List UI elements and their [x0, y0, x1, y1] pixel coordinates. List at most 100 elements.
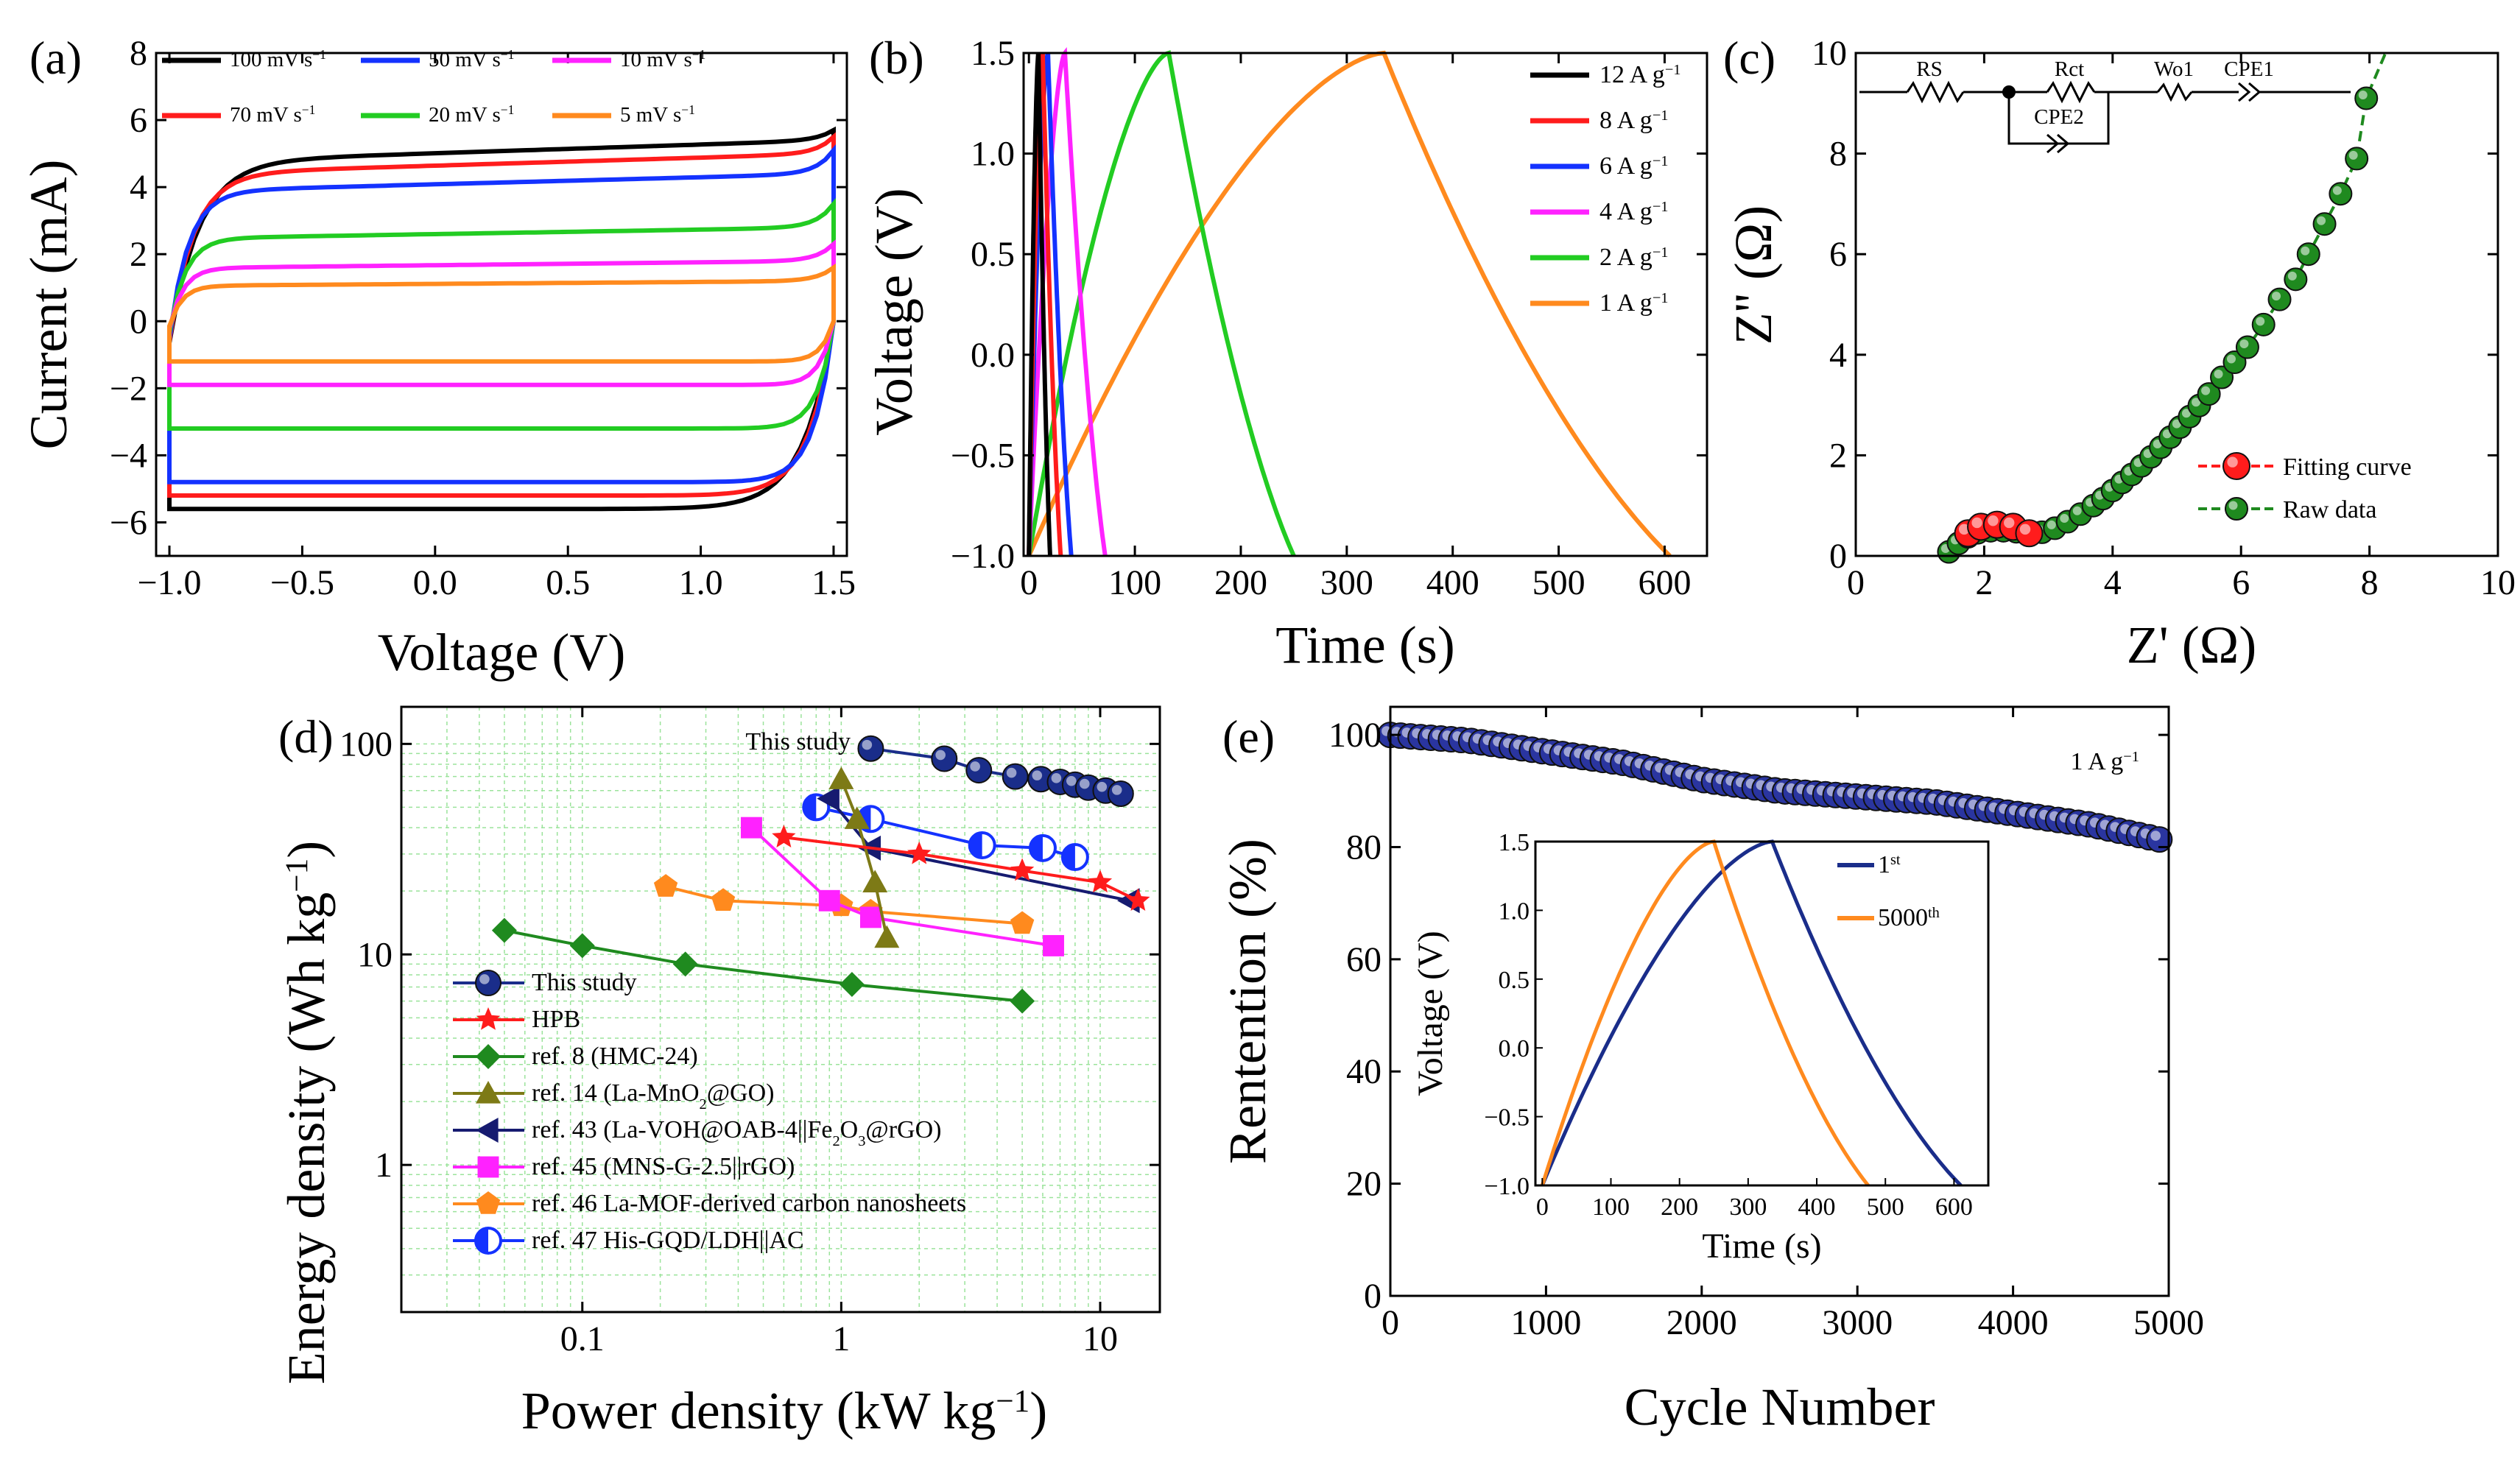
ragone-point-shine: [935, 750, 946, 761]
legend-marker-shine: [2227, 456, 2238, 468]
ragone-line: [750, 826, 1054, 948]
panel-c-ytick-label: 10: [1812, 34, 1847, 73]
panel-b-frame: [1022, 52, 1708, 557]
inset-ytick-label: 1.5: [1499, 829, 1530, 856]
raw-point-shine: [2301, 246, 2310, 255]
legend-bg: [1517, 59, 1705, 324]
inset-xtick-label: 100: [1592, 1194, 1630, 1221]
panel-e-ytick-label: 100: [1328, 716, 1382, 755]
panel-a-xlabel: Voltage (V): [378, 623, 626, 682]
panel-d-xlabel: Power density (kW kg−1): [521, 1381, 1048, 1440]
ragone-point: [862, 870, 888, 892]
ragone-point: [844, 806, 870, 829]
panel-c-xtick-label: 8: [2361, 563, 2379, 602]
raw-point-shine: [2239, 339, 2249, 349]
ragone-point: [857, 735, 884, 762]
panel-a-ytick-label: 2: [130, 235, 147, 274]
panel-e-xtick-label: 4000: [1978, 1303, 2049, 1342]
cv-curve: [167, 239, 836, 387]
panel-a-xtick-label: −1.0: [137, 563, 201, 602]
raw-point: [2235, 335, 2259, 359]
fit-point-shine: [1959, 523, 1970, 535]
panel-c-frame: [1854, 52, 2499, 557]
legend-label: Fitting curve: [2283, 454, 2412, 481]
panel-e-frame: [1389, 705, 2170, 1297]
legend-label: ref. 46 La-MOF-derived carbon nanosheets: [532, 1190, 966, 1217]
ragone-point: [818, 889, 840, 912]
panel-a-ytick-label: 4: [130, 168, 147, 207]
panel-a-xtick-label: −0.5: [270, 563, 334, 602]
panel-b-label: (b): [869, 32, 924, 84]
panel-b-ytick-label: 1.0: [971, 135, 1015, 174]
inset-xlabel: Time (s): [1702, 1227, 1821, 1266]
panel-b-xtick-label: 200: [1214, 563, 1267, 602]
panel-c-label: (c): [1723, 32, 1775, 84]
panel-c-ytick-label: 8: [1829, 135, 1847, 174]
inset-xtick-label: 200: [1661, 1194, 1698, 1221]
panel-b-xlabel: Time (s): [1275, 616, 1454, 674]
circuit-cpe2: [2046, 133, 2070, 154]
circuit-label-rct: Rct: [2055, 57, 2084, 81]
inset-ylabel: Voltage (V): [1411, 931, 1450, 1096]
ragone-point: [931, 745, 958, 772]
fit-point-shine: [1971, 517, 1982, 529]
panel-a-ytick-label: 8: [130, 34, 147, 73]
panel-c-ytick-label: 4: [1829, 336, 1847, 375]
raw-point-shine: [2332, 186, 2342, 195]
panel-c: (c) RS Rct Wo1 CPE1 CPE2 0 2 4 6 8 10 0 2 4 6 8 10 Z' (Ω) Z…: [1723, 32, 2516, 674]
inset-ytick-label: 1.0: [1499, 898, 1530, 925]
panel-b-xtick-label: 100: [1108, 563, 1161, 602]
fit-point-shine: [2019, 523, 2031, 535]
raw-point-shine: [2317, 216, 2326, 225]
legend-label: 4 A g−1: [1599, 198, 1669, 225]
ragone-point-shine: [1032, 770, 1043, 780]
ragone-point: [653, 874, 678, 897]
legend-marker: [476, 1118, 499, 1143]
legend-label: 10 mV s−1: [620, 47, 705, 71]
circuit-rct: [2046, 80, 2096, 104]
panel-b-xtick-label: 300: [1320, 563, 1373, 602]
raw-point-shine: [2181, 409, 2191, 418]
panel-e-ytick-label: 20: [1346, 1165, 1382, 1204]
legend-label: Raw data: [2283, 496, 2376, 523]
legend-marker: [477, 1156, 499, 1178]
legend-marker-shine: [479, 974, 490, 984]
raw-point-shine: [2072, 506, 2082, 515]
panel-e-xtick-label: 1000: [1510, 1303, 1581, 1342]
panel-a-ytick-label: −4: [110, 436, 147, 475]
panel-b-xtick-label: 600: [1638, 563, 1691, 602]
panel-b-xtick-label: 400: [1426, 563, 1479, 602]
inset-xtick-label: 500: [1867, 1194, 1904, 1221]
inset-xtick-label: 300: [1729, 1194, 1767, 1221]
legend-marker: [476, 1191, 501, 1214]
ragone-point-fill: [803, 794, 817, 820]
cv-curve: [167, 263, 836, 364]
this-study-annotation: This study: [745, 728, 851, 755]
raw-point: [2251, 312, 2276, 336]
ragone-point-shine: [1079, 778, 1090, 789]
ragone-point-fill: [969, 833, 982, 859]
ragone-point-shine: [1097, 781, 1108, 792]
legend-label: ref. 8 (HMC-24): [532, 1043, 698, 1070]
legend-marker: [2222, 452, 2250, 480]
legend-marker: [476, 1044, 501, 1069]
panel-c-xtick-label: 10: [2480, 563, 2516, 602]
panel-e-ytick-label: 60: [1346, 940, 1382, 979]
cv-curve: [167, 144, 836, 484]
legend-label: 1 A g−1: [1599, 289, 1669, 317]
panel-c-xtick-label: 4: [2104, 563, 2122, 602]
panel-c-ytick-label: 2: [1829, 436, 1847, 475]
ragone-point-shine: [862, 739, 873, 750]
inset-legend-label: 1st: [1878, 851, 1901, 878]
panel-b-xtick-label: 0: [1020, 563, 1038, 602]
panel-e-ytick-label: 80: [1346, 828, 1382, 867]
circuit-label-wo1: Wo1: [2154, 57, 2194, 81]
panel-a-xtick-label: 1.0: [679, 563, 723, 602]
ragone-point: [859, 906, 881, 928]
panel-a: (a) −1.0 −0.5 0.0 0.5 1.0 1.5 −6 −4 −2 0 2 4 6 8 Voltag…: [19, 32, 856, 682]
panel-b-ytick-label: −0.5: [951, 436, 1015, 475]
raw-point: [2312, 212, 2337, 236]
inset-xtick-label: 400: [1798, 1194, 1836, 1221]
legend-label: 50 mV s−1: [429, 47, 514, 71]
